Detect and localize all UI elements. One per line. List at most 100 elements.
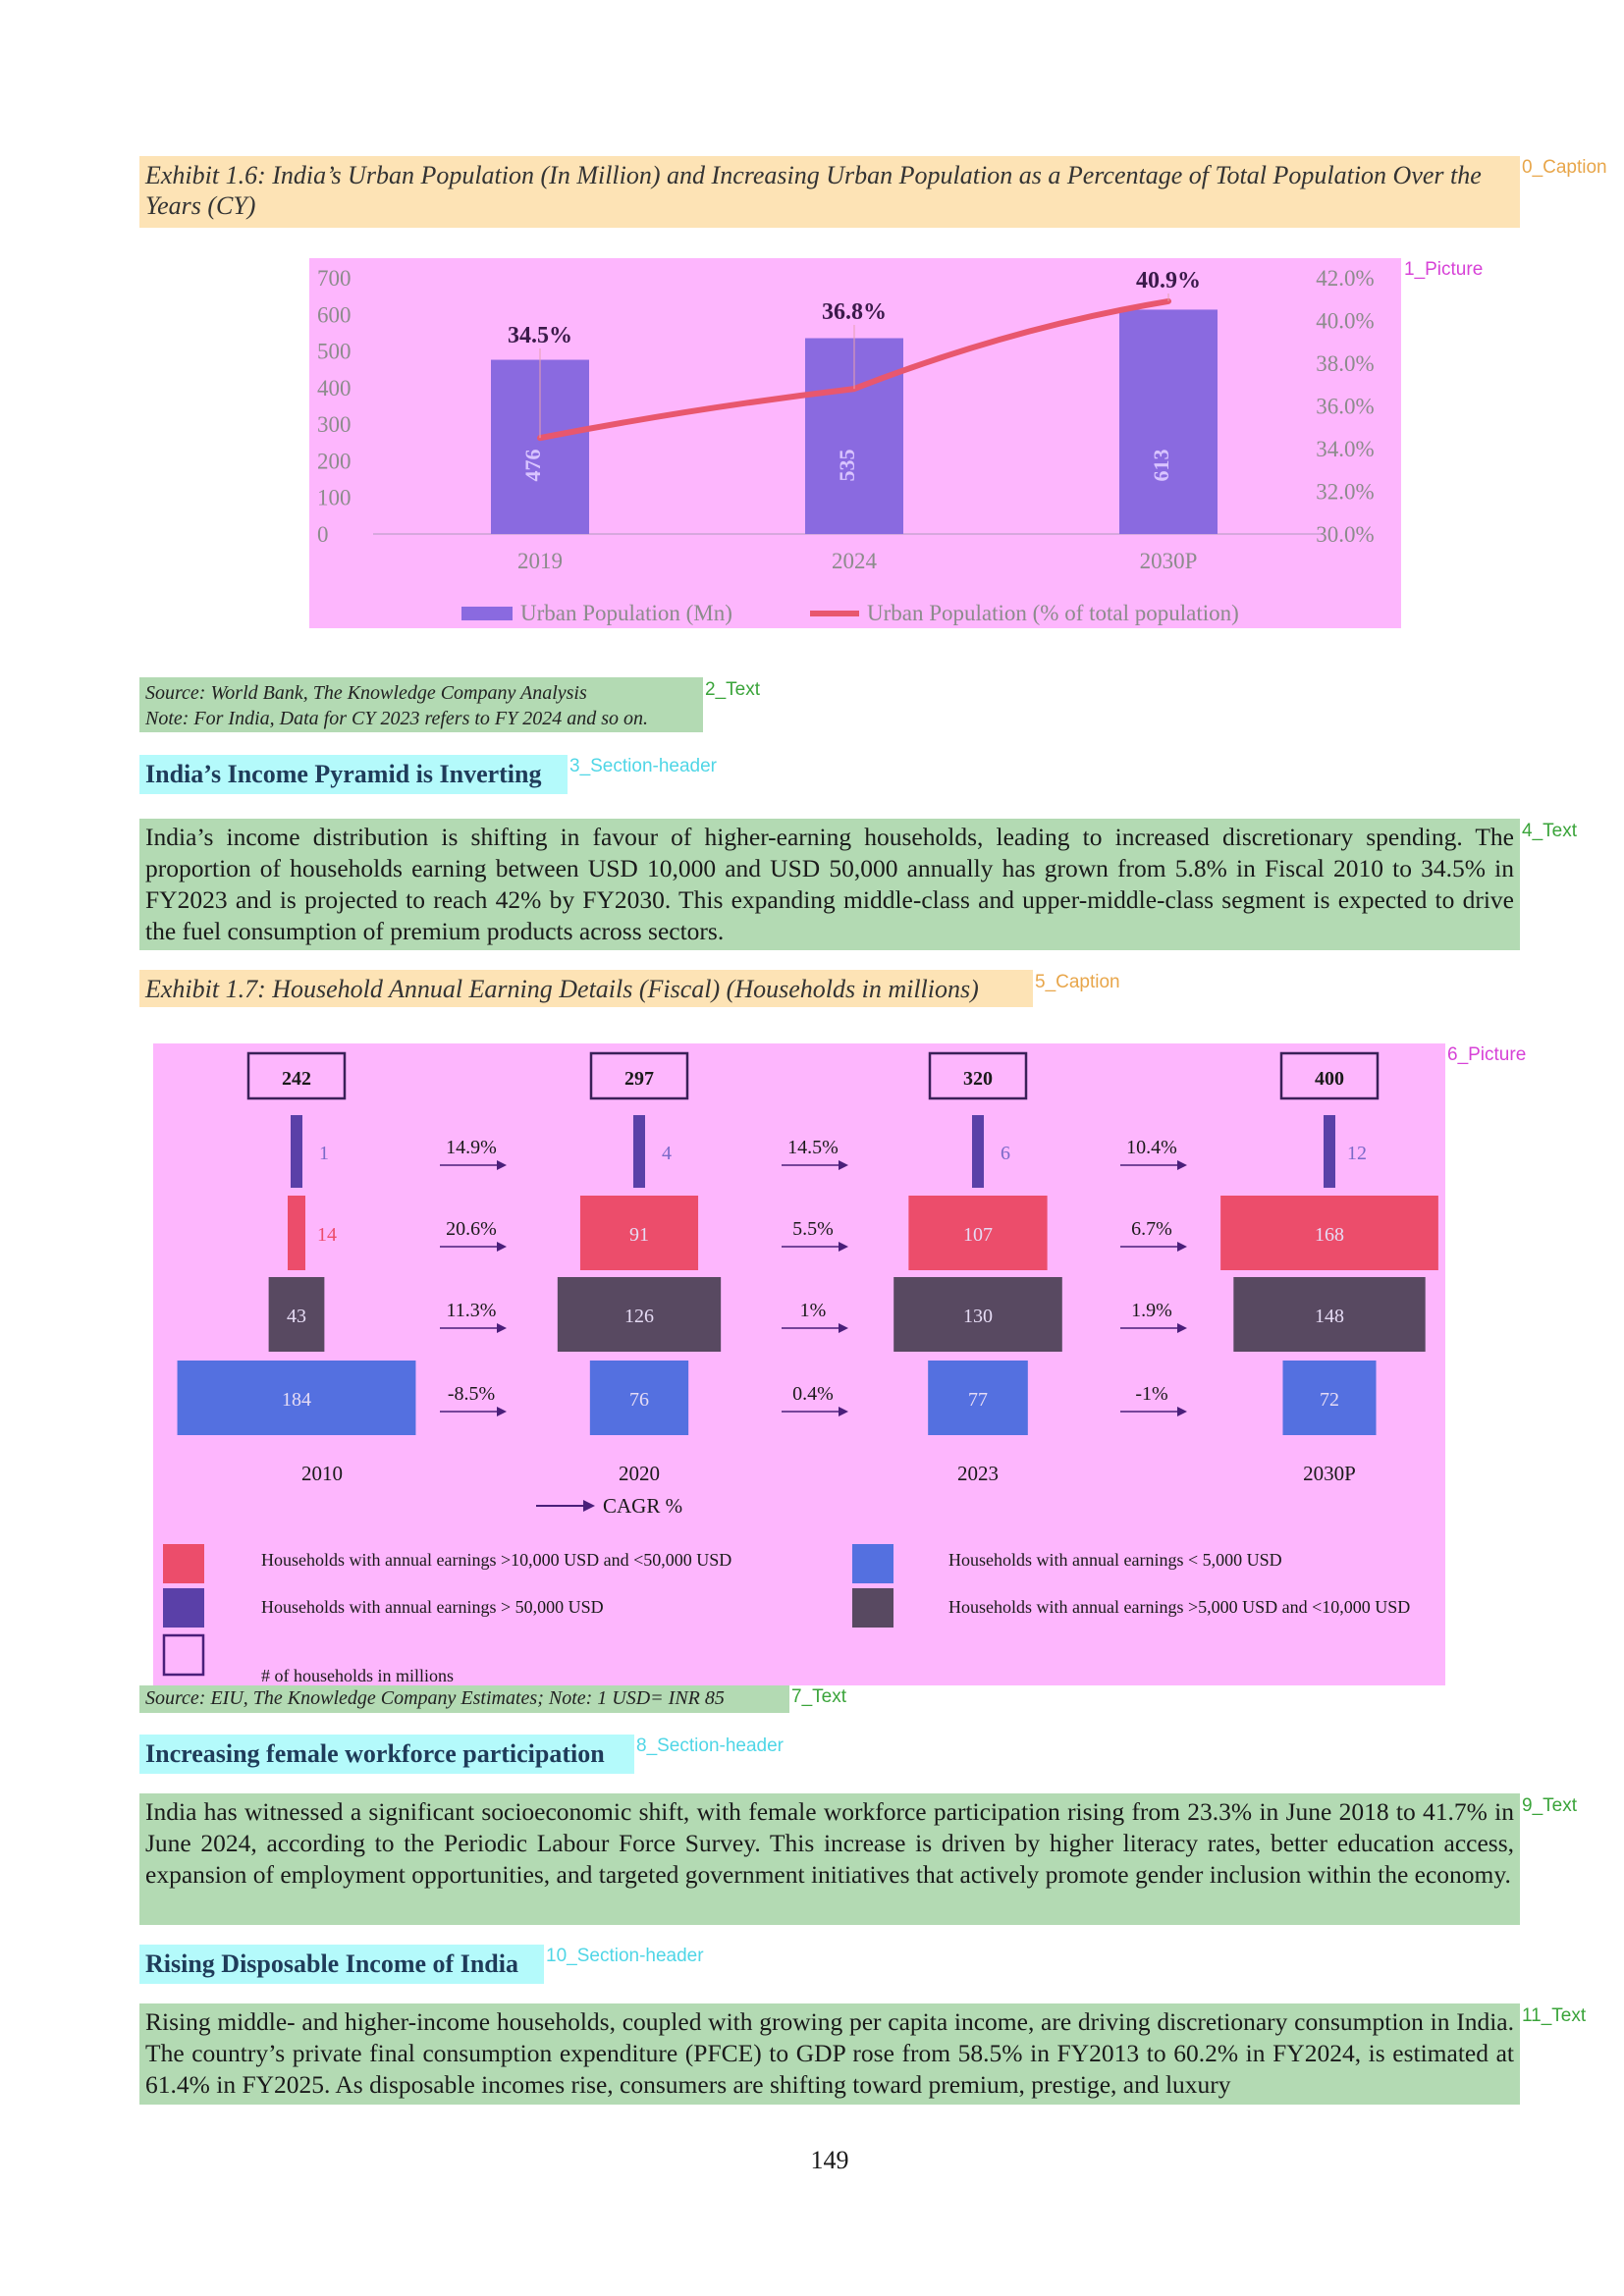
region-label: 6_Picture (1447, 1044, 1527, 1065)
region-label: 11_Text (1522, 2005, 1587, 2026)
legend-label: Households with annual earnings < 5,000 … (948, 1550, 1282, 1570)
x-tick-label: 2030P (1140, 549, 1198, 573)
y2-tick-label: 32.0% (1316, 480, 1374, 505)
cagr-label: 1% (800, 1300, 827, 1321)
legend-label: Households with annual earnings > 50,000… (261, 1597, 604, 1617)
line-value-label: 36.8% (822, 299, 887, 325)
chart1-source-note: Source: World Bank, The Knowledge Compan… (139, 677, 703, 732)
cagr-arrowhead (839, 1242, 848, 1252)
total-households-box (928, 1051, 1028, 1100)
cagr-label: 1.9% (1131, 1300, 1172, 1321)
legend-label: # of households in millions (261, 1666, 454, 1685)
household-earnings-pyramid-svg: 242 1 14 43 184 2010 297 4 91 126 76 2020 320 6 107 130… (162, 1051, 1438, 1685)
bar-value-label: 613 (1149, 450, 1173, 482)
note-line: Note: For India, Data for CY 2023 refers… (145, 708, 649, 729)
segment-value-label: 1 (319, 1143, 329, 1164)
cagr-label: -1% (1135, 1383, 1167, 1405)
region-label: 8_Section-header (636, 1735, 784, 1756)
region-label: 10_Section-header (546, 1946, 704, 1966)
section-header-disposable-income: Rising Disposable Income of India (139, 1945, 544, 1984)
exhibit-1-6-caption: Exhibit 1.6: India’s Urban Population (I… (139, 156, 1520, 228)
income-distribution-paragraph: India’s income distribution is shifting … (139, 819, 1520, 950)
urban-population-chart-svg: 700 600 500 400 300 200 100 0 42.0% 40.0% 38.0% 36.… (317, 266, 1375, 625)
segment-bar (972, 1115, 984, 1188)
legend-swatch (163, 1588, 204, 1628)
y-tick-label: 600 (317, 302, 352, 327)
total-households-box (589, 1051, 689, 1100)
legend-swatch (852, 1544, 893, 1583)
section-header-income-pyramid: India’s Income Pyramid is Inverting (139, 755, 568, 794)
cagr-arrowhead (1177, 1160, 1187, 1170)
region-label: 5_Caption (1035, 972, 1120, 992)
segment-value-label: 14 (317, 1224, 337, 1246)
cagr-arrowhead (497, 1242, 507, 1252)
y-tick-label: 500 (317, 340, 352, 364)
y2-tick-label: 40.0% (1316, 309, 1374, 334)
section-header-text: India’s Income Pyramid is Inverting (145, 760, 542, 788)
segment-value-label: 76 (629, 1389, 649, 1411)
segment-bar (1233, 1277, 1426, 1352)
segment-value-label: 91 (629, 1224, 649, 1246)
cagr-label: 11.3% (447, 1300, 497, 1321)
region-label: 1_Picture (1404, 259, 1484, 280)
cagr-arrowhead (497, 1407, 507, 1416)
y-tick-label: 100 (317, 486, 352, 510)
total-households-value: 400 (1315, 1068, 1344, 1090)
segment-bar (268, 1277, 325, 1352)
paragraph-text: India’s income distribution is shifting … (145, 823, 1514, 945)
total-households-box (246, 1051, 347, 1100)
segment-bar (177, 1361, 416, 1435)
disposable-income-paragraph: Rising middle- and higher-income househo… (139, 2003, 1520, 2105)
segment-bar (589, 1361, 689, 1435)
cagr-label: 10.4% (1126, 1137, 1177, 1158)
urban-population-chart: 700 600 500 400 300 200 100 0 42.0% 40.0% 38.0% 36.… (309, 258, 1401, 628)
caption-text: Exhibit 1.6: India’s Urban Population (I… (145, 161, 1482, 220)
segment-bar (928, 1361, 1028, 1435)
total-households-value: 242 (282, 1068, 311, 1090)
section-header-text: Increasing female workforce participatio… (145, 1739, 605, 1768)
segment-value-label: 72 (1320, 1389, 1339, 1411)
y2-tick-label: 42.0% (1316, 266, 1374, 291)
source-line: Source: EIU, The Knowledge Company Estim… (145, 1687, 725, 1709)
legend-swatch (163, 1544, 204, 1583)
cagr-label: 5.5% (792, 1218, 834, 1240)
cagr-legend-label: CAGR % (603, 1494, 682, 1518)
segment-bar (633, 1115, 645, 1188)
y-tick-label: 300 (317, 412, 352, 437)
segment-bar (1324, 1115, 1335, 1188)
y-tick-label: 0 (317, 522, 329, 547)
x-tick-label: 2019 (517, 549, 563, 573)
cagr-label: 0.4% (792, 1383, 834, 1405)
bar-urban-population (1119, 309, 1218, 534)
cagr-arrowhead (497, 1160, 507, 1170)
y-tick-label: 700 (317, 266, 352, 291)
legend-label: Households with annual earnings >5,000 U… (948, 1597, 1410, 1617)
legend-outline-swatch (162, 1633, 205, 1677)
region-label: 0_Caption (1522, 157, 1607, 178)
cagr-label: 6.7% (1131, 1218, 1172, 1240)
total-households-value: 320 (963, 1068, 993, 1090)
segment-bar (557, 1277, 722, 1352)
cagr-arrowhead (1177, 1407, 1187, 1416)
cagr-arrowhead (1177, 1323, 1187, 1333)
segment-value-label: 126 (624, 1306, 654, 1327)
segment-bar (893, 1277, 1062, 1352)
segment-value-label: 168 (1315, 1224, 1344, 1246)
paragraph-text: Rising middle- and higher-income househo… (145, 2007, 1514, 2099)
segment-value-label: 184 (282, 1389, 311, 1411)
y-tick-label: 200 (317, 449, 352, 473)
paragraph-text: India has witnessed a significant socioe… (145, 1797, 1514, 1889)
region-label: 7_Text (791, 1686, 846, 1707)
section-header-female-workforce: Increasing female workforce participatio… (139, 1735, 634, 1774)
caption-text: Exhibit 1.7: Household Annual Earning De… (145, 975, 979, 1003)
y2-tick-label: 34.0% (1316, 437, 1374, 461)
legend-swatch (852, 1588, 893, 1628)
segment-value-label: 43 (287, 1306, 306, 1327)
female-workforce-paragraph: India has witnessed a significant socioe… (139, 1793, 1520, 1925)
legend-swatch-bar (461, 607, 513, 620)
segment-bar (579, 1196, 699, 1270)
year-label: 2030P (1303, 1462, 1356, 1485)
segment-bar (1220, 1196, 1438, 1270)
segment-value-label: 107 (963, 1224, 993, 1246)
legend-label: Urban Population (Mn) (520, 601, 732, 625)
